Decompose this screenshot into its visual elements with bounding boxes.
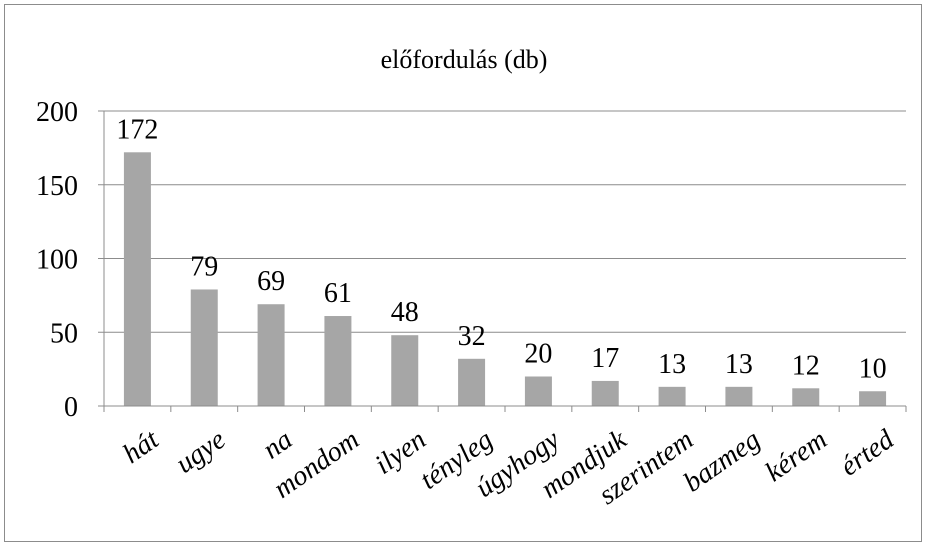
data-label: 172 [116, 114, 158, 145]
y-tick-label: 150 [36, 171, 78, 202]
bar-0 [123, 152, 151, 406]
data-label: 12 [792, 350, 820, 381]
y-tick-label: 200 [36, 97, 78, 128]
bar-9 [725, 386, 753, 406]
data-label: 61 [324, 278, 352, 309]
category-label: érted [835, 423, 901, 482]
bar-3 [324, 316, 352, 406]
bar-8 [658, 386, 686, 406]
bar-7 [591, 380, 619, 406]
category-label: hát [117, 423, 165, 470]
category-label: ugye [170, 424, 231, 480]
category-label: bazmeg [678, 424, 766, 498]
data-label: 48 [391, 297, 419, 328]
bars [123, 152, 887, 406]
data-label: 32 [458, 321, 486, 352]
chart-frame [4, 4, 922, 542]
bar-5 [458, 358, 486, 406]
bar-1 [190, 289, 218, 406]
category-label: kérem [760, 424, 833, 488]
data-label: 10 [859, 353, 887, 384]
y-tick-label: 50 [50, 318, 78, 349]
category-label: na [257, 424, 298, 465]
bar-11 [859, 391, 887, 406]
y-tick-label: 0 [64, 392, 78, 423]
data-label: 13 [658, 349, 686, 380]
bar-6 [524, 376, 552, 406]
data-label: 17 [591, 343, 619, 374]
y-tick-label: 100 [36, 245, 78, 276]
bar-10 [792, 388, 820, 406]
bar-2 [257, 304, 285, 406]
data-label: 69 [257, 266, 285, 297]
labels: 050100150200172hát79ugye69na61mondom48il… [36, 97, 900, 511]
axes [98, 110, 907, 412]
data-label: 79 [190, 251, 218, 282]
chart-title: előfordulás (db) [381, 45, 548, 74]
gridlines [104, 110, 906, 333]
bar-4 [391, 335, 419, 406]
data-label: 20 [524, 339, 552, 370]
data-label: 13 [725, 349, 753, 380]
